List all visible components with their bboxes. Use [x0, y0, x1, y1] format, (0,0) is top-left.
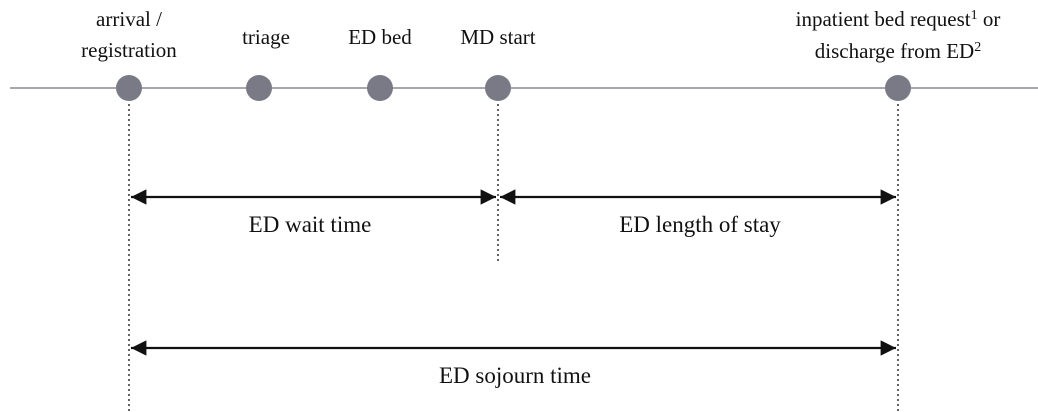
event-dot	[485, 75, 511, 101]
event-dot	[367, 75, 393, 101]
event-label: discharge from ED2	[815, 39, 981, 63]
event-dot	[246, 75, 272, 101]
event-label: MD start	[460, 25, 535, 49]
label-text: discharge from ED	[815, 39, 974, 63]
span-label: ED length of stay	[619, 212, 781, 237]
label-text: or	[978, 7, 1001, 31]
span-label: ED sojourn time	[439, 363, 591, 388]
event-label: ED bed	[348, 25, 412, 49]
event-label: triage	[242, 25, 290, 49]
event-dot	[116, 75, 142, 101]
superscript: 1	[971, 8, 978, 23]
label-text: inpatient bed request	[796, 7, 971, 31]
superscript: 2	[974, 40, 981, 55]
event-label: registration	[81, 38, 177, 62]
event-label: arrival /	[96, 7, 162, 31]
span-label: ED wait time	[249, 212, 372, 237]
event-dot	[885, 75, 911, 101]
event-label: inpatient bed request1 or	[796, 7, 1001, 31]
